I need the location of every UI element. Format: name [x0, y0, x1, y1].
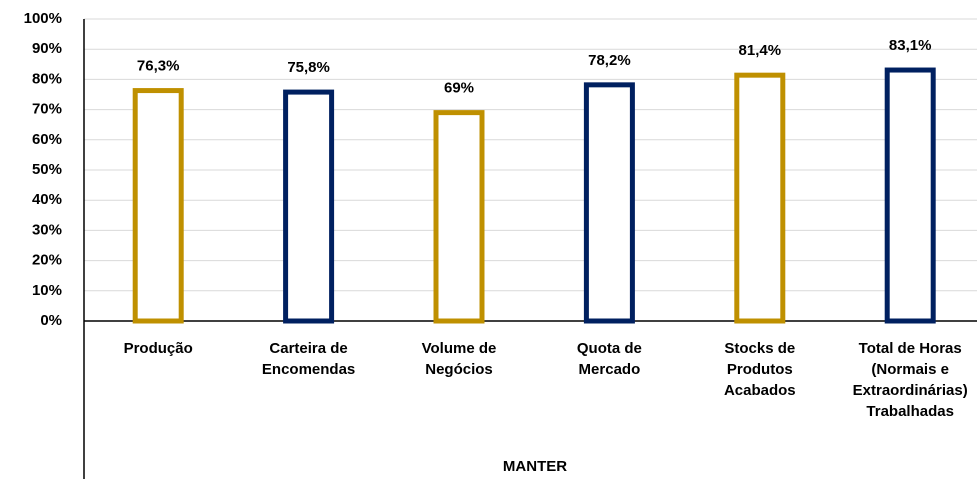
data-label: 69% — [444, 80, 474, 97]
bar — [583, 82, 635, 324]
bar — [433, 110, 485, 324]
x-tick-label: Produção — [123, 340, 193, 357]
y-tick-label: 40% — [32, 191, 62, 208]
y-tick-label: 90% — [32, 40, 62, 57]
y-tick-label: 10% — [32, 282, 62, 299]
bar — [132, 88, 184, 324]
x-tick-label: Volume de Negócios — [421, 340, 497, 378]
bar — [734, 72, 786, 324]
y-tick-label: 0% — [40, 312, 62, 329]
y-tick-label: 20% — [32, 252, 62, 269]
y-tick-label: 30% — [32, 221, 62, 238]
bar — [283, 89, 335, 324]
y-tick-label: 100% — [24, 10, 62, 27]
y-tick-label: 80% — [32, 70, 62, 87]
bar — [884, 67, 936, 324]
data-label: 78,2% — [588, 52, 631, 69]
x-tick-label: Carteira de Encomendas — [261, 340, 356, 378]
x-tick-label: Stocks de Produtos Acabados — [723, 340, 796, 399]
data-label: 75,8% — [287, 59, 330, 76]
x-tick-label: Total de Horas (Normais e Extraordinária… — [852, 340, 968, 420]
y-tick-label: 50% — [32, 161, 62, 178]
data-label: 81,4% — [739, 42, 782, 59]
group-label: MANTER — [503, 458, 567, 475]
y-tick-label: 60% — [32, 131, 62, 148]
data-label: 76,3% — [137, 58, 180, 75]
data-label: 83,1% — [889, 37, 932, 54]
y-tick-label: 70% — [32, 101, 62, 118]
x-tick-label: Quota de Mercado — [576, 340, 642, 378]
